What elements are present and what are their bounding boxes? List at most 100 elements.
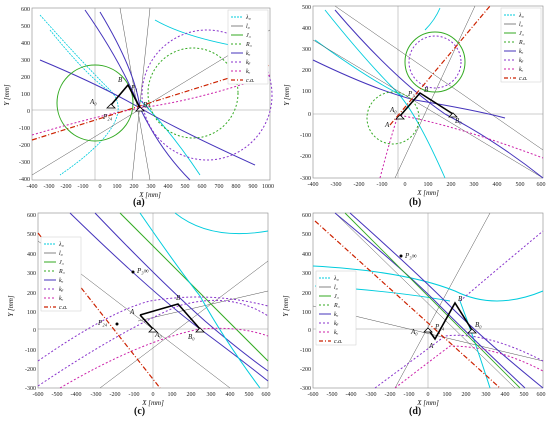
point-label-b-2: A₀ <box>389 106 397 114</box>
ka-curve-b1 <box>334 9 544 179</box>
lambda-curve-a3 <box>139 99 201 176</box>
svg-text:400: 400 <box>493 182 502 188</box>
svg-text:-200: -200 <box>354 182 365 188</box>
legend-a-1: l₀ <box>246 24 250 30</box>
svg-text:0: 0 <box>27 109 30 115</box>
point-label-d-2: A₀ <box>410 328 418 336</box>
legend-a-0: λ₀ <box>245 15 251 21</box>
l0-line-c2 <box>99 260 269 389</box>
legend-a-5: kᵦ <box>246 60 251 66</box>
lambda-curve-a2 <box>49 29 116 96</box>
svg-text:700: 700 <box>215 184 224 190</box>
point-label-d-1: B <box>458 295 463 303</box>
P3inf-dot-c <box>131 270 135 274</box>
svg-text:200: 200 <box>462 392 471 398</box>
svg-text:R₃: R₃ <box>518 40 525 46</box>
J3-circle-b <box>404 31 466 93</box>
mechanism-c <box>139 303 201 330</box>
svg-text:kᵤ: kᵤ <box>334 330 339 336</box>
panel-d-plot: P₃∞ B A₀ P₂₄ A B₀ λ₀ l₀ J₃ R₃ kₐ kᵦ kᵤ c… <box>282 212 546 407</box>
svg-text:-200: -200 <box>385 392 396 398</box>
svg-text:kᵦ: kᵦ <box>334 321 339 327</box>
lambda-curve-c2 <box>174 212 269 235</box>
xlabel-c: X [mm] <box>141 399 164 407</box>
svg-text:1000: 1000 <box>262 184 274 190</box>
lambda-curve-a1 <box>39 14 119 176</box>
svg-text:kₐ: kₐ <box>59 278 64 284</box>
ca-line-b <box>389 5 491 126</box>
svg-text:λ₀: λ₀ <box>58 242 64 248</box>
lambda-curve-c <box>139 212 261 389</box>
svg-text:0: 0 <box>308 328 311 334</box>
point-label-c-3: P₂₄ <box>97 319 108 327</box>
lambda-curve-b3 <box>424 7 441 31</box>
legend-a-7: c.a. <box>246 78 255 84</box>
svg-text:l₀: l₀ <box>59 251 63 257</box>
point-label-a-3: P₂₄ <box>102 113 113 121</box>
svg-text:0: 0 <box>308 112 311 118</box>
ka-curve-c1 <box>69 212 269 382</box>
pivot-A0-b <box>395 114 405 120</box>
svg-text:-300: -300 <box>91 392 102 398</box>
svg-text:-100: -100 <box>25 348 36 354</box>
svg-text:500: 500 <box>27 232 36 238</box>
point-label-c-5: B₀ <box>188 333 195 341</box>
svg-text:200: 200 <box>21 75 30 81</box>
svg-text:λ₀: λ₀ <box>518 13 524 19</box>
P24-dot-c <box>115 322 119 326</box>
panel-a-plot: B P₁ A₀ P₂₄ B₀ λ₀ l₀ J₃ R₃ kₐ kᵦ kᵤ c.a.… <box>3 7 274 199</box>
svg-text:J₃: J₃ <box>334 294 339 300</box>
J3-circle-a <box>56 64 134 142</box>
svg-text:300: 300 <box>470 182 479 188</box>
mechanism-b <box>399 91 454 117</box>
svg-text:kᵦ: kᵦ <box>519 58 524 64</box>
svg-text:-300: -300 <box>44 184 55 190</box>
point-label-c-2: A <box>129 308 135 316</box>
l0-line-a3 <box>131 7 151 181</box>
svg-text:900: 900 <box>249 184 258 190</box>
svg-text:0: 0 <box>427 392 430 398</box>
svg-text:100: 100 <box>424 182 433 188</box>
svg-text:λ₀: λ₀ <box>333 276 339 282</box>
svg-text:c.a.: c.a. <box>519 76 528 82</box>
point-label-b-0: B <box>424 86 429 94</box>
legend-items-b: λ₀ l₀ J₃ R₃ kₐ kᵦ kᵤ c.a. <box>504 13 528 82</box>
l0-line-b1 <box>312 39 544 179</box>
l0-line-b2 <box>334 5 544 151</box>
l0-line-c3 <box>137 290 269 322</box>
svg-text:300: 300 <box>27 271 36 277</box>
ka-curve-c2 <box>94 212 269 372</box>
svg-text:100: 100 <box>302 89 311 95</box>
svg-text:200: 200 <box>302 68 311 74</box>
legend-items-c: λ₀ l₀ J₃ R₃ kₐ kᵦ kᵤ c.a. <box>44 242 68 311</box>
point-label-c-1: B <box>176 294 181 302</box>
legend-items-a: λ₀ l₀ J₃ R₃ kₐ kᵦ kᵤ c.a. <box>231 15 255 84</box>
lambda-curve-d1 <box>312 265 544 302</box>
caption-a: (a) <box>133 197 145 208</box>
panel-d: P₃∞ B A₀ P₂₄ A B₀ λ₀ l₀ J₃ R₃ kₐ kᵦ kᵤ c… <box>275 211 550 421</box>
svg-text:100: 100 <box>27 310 36 316</box>
svg-text:-600: -600 <box>308 392 319 398</box>
svg-text:600: 600 <box>27 213 36 219</box>
svg-text:c.a.: c.a. <box>334 339 343 345</box>
panel-b-plot: B P₃ A₀ A B₀ λ₀ l₀ J₃ R₃ kₐ kᵦ kᵤ c.a. -… <box>283 5 546 197</box>
svg-text:400: 400 <box>21 41 30 47</box>
svg-text:-300: -300 <box>331 182 342 188</box>
kb-circle-b <box>408 35 462 89</box>
svg-text:-400: -400 <box>71 392 82 398</box>
svg-text:-400: -400 <box>346 392 357 398</box>
svg-text:-500: -500 <box>52 392 63 398</box>
l0-line-d2 <box>394 212 491 389</box>
svg-text:500: 500 <box>302 5 311 11</box>
ka-curve-a3 <box>99 11 141 109</box>
P3inf-dot-d <box>399 254 403 258</box>
ylabel-b: Y [mm] <box>283 84 291 105</box>
svg-text:200: 200 <box>447 182 456 188</box>
svg-text:300: 300 <box>302 271 311 277</box>
panel-b: B P₃ A₀ A B₀ λ₀ l₀ J₃ R₃ kₐ kᵦ kᵤ c.a. -… <box>275 0 550 210</box>
pivot-A0-c <box>148 327 158 333</box>
svg-text:l₀: l₀ <box>334 285 338 291</box>
svg-text:kᵤ: kᵤ <box>59 296 64 302</box>
svg-text:-300: -300 <box>300 386 311 392</box>
svg-text:-100: -100 <box>300 348 311 354</box>
